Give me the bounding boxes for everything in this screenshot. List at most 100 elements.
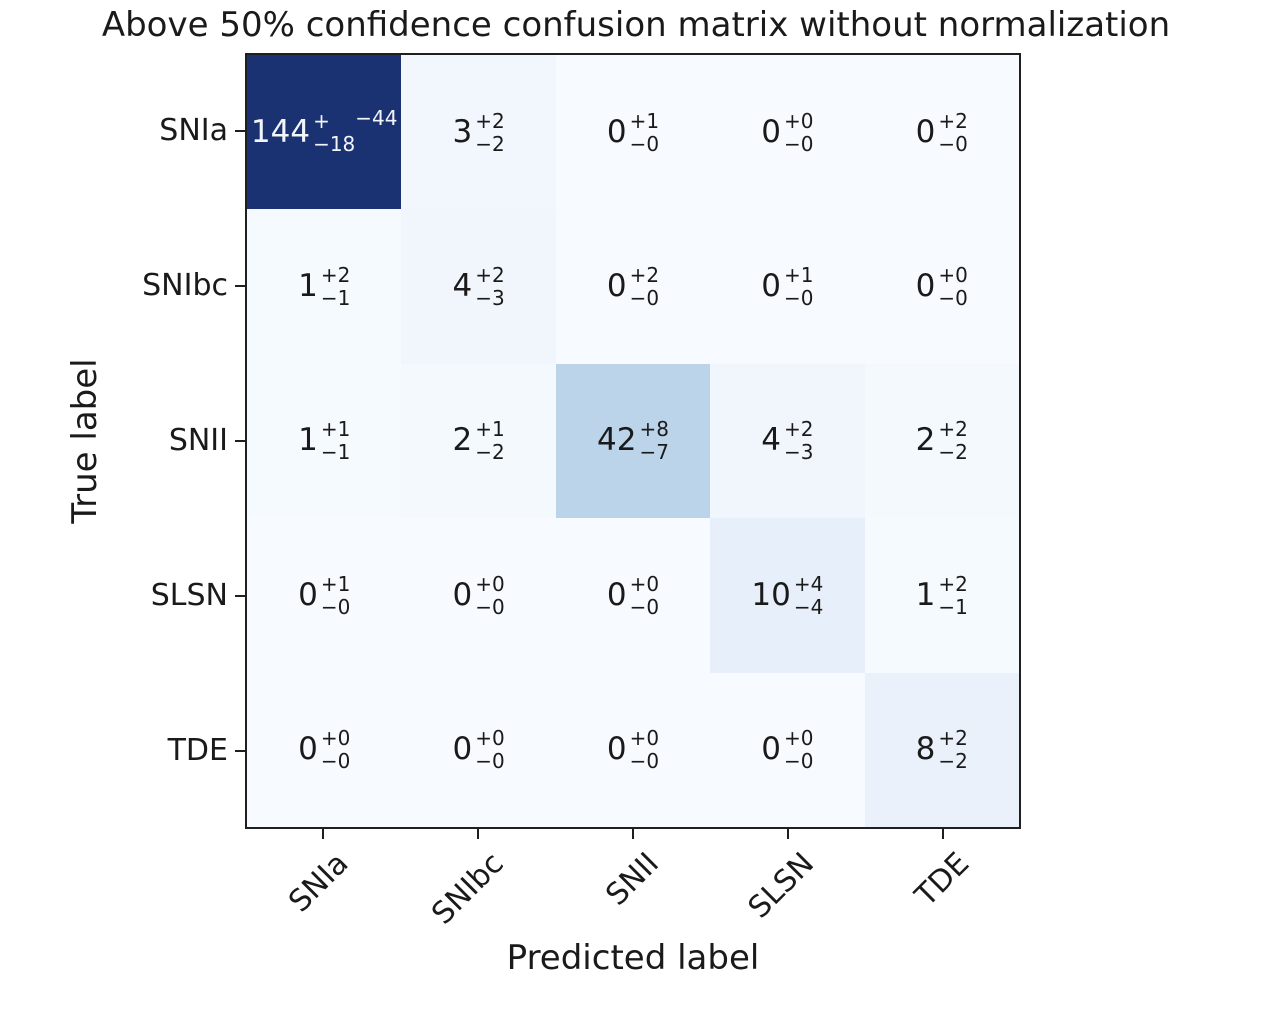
cell-content: 0 +1 −0 bbox=[298, 574, 350, 617]
cell-plus-error: +2 bbox=[938, 726, 968, 751]
cell-uncertainty: +0 −0 bbox=[784, 111, 813, 154]
chart-title: Above 50% confidence confusion matrix wi… bbox=[101, 5, 1171, 45]
cell-content: 0 +0 −0 bbox=[761, 728, 813, 771]
cell-minus-error: −3 bbox=[784, 440, 814, 465]
cell-plus-error: +0 bbox=[475, 571, 505, 596]
heatmap-plot: 144 + −18 −44 3 +2 −2 0 +1 −0 0 +0 −0 0 +2 −0 1 +2 −1 4 +2 −3… bbox=[245, 53, 1021, 829]
cell-value: 144 bbox=[250, 113, 311, 150]
cell-TDE-SLSN: 0 +0 −0 bbox=[710, 672, 865, 827]
cell-SNIa-SNIbc: 3 +2 −2 bbox=[401, 55, 556, 210]
y-tick-label-SNII: SNII bbox=[168, 423, 228, 458]
cell-uncertainty: +1 −2 bbox=[475, 419, 504, 462]
cell-plus-error: +1 bbox=[784, 263, 814, 288]
cell-value: 0 bbox=[452, 576, 473, 613]
cell-SNIbc-SLSN: 0 +1 −0 bbox=[710, 209, 865, 364]
cell-uncertainty: +2 −1 bbox=[321, 265, 350, 308]
cell-uncertainty: +4 −4 bbox=[794, 574, 823, 617]
x-tick-label-wrap: TDE bbox=[701, 846, 976, 913]
cell-SNIa-SNII: 0 +1 −0 bbox=[555, 55, 711, 210]
cell-uncertainty: +2 −3 bbox=[475, 265, 504, 308]
cell-value: 0 bbox=[915, 268, 936, 305]
cell-value: 0 bbox=[761, 268, 782, 305]
cell-uncertainty: +0 −0 bbox=[475, 574, 504, 617]
y-tick-label-SNIa: SNIa bbox=[159, 112, 228, 148]
cell-minus-error: −4 bbox=[793, 594, 824, 619]
cell-value: 2 bbox=[452, 422, 473, 459]
y-tick-mark bbox=[235, 750, 245, 753]
y-tick-mark bbox=[235, 440, 245, 442]
cell-plus-error: +1 bbox=[629, 108, 660, 133]
x-tick-mark bbox=[632, 829, 634, 839]
cell-uncertainty: +0 −0 bbox=[938, 265, 967, 308]
cell-SLSN-TDE: 1 +2 −1 bbox=[864, 518, 1019, 673]
cell-content: 0 +0 −0 bbox=[298, 728, 350, 771]
x-tick-mark bbox=[321, 829, 324, 839]
cell-content: 0 +0 −0 bbox=[916, 265, 968, 308]
cell-uncertainty: +8 −7 bbox=[639, 419, 668, 462]
cell-SNIbc-SNII: 0 +2 −0 bbox=[555, 209, 711, 364]
cell-uncertainty: +0 −0 bbox=[475, 728, 504, 771]
cell-value: 4 bbox=[452, 268, 473, 305]
cell-plus-error: +2 bbox=[320, 263, 351, 288]
cell-SNIbc-SNIbc: 4 +2 −3 bbox=[401, 209, 556, 364]
cell-minus-error: −1 bbox=[320, 440, 351, 465]
cell-minus-error: −0 bbox=[629, 749, 660, 774]
cell-minus-error: −2 bbox=[938, 749, 968, 774]
cell-TDE-SNIa: 0 +0 −0 bbox=[247, 672, 402, 827]
cell-minus-error: −0 bbox=[629, 594, 660, 619]
cell-content: 0 +2 −0 bbox=[607, 265, 659, 308]
cell-content: 0 +2 −0 bbox=[916, 111, 968, 154]
cell-plus-error: +2 bbox=[629, 263, 660, 288]
cell-value: 0 bbox=[761, 113, 782, 150]
cell-content: 0 +0 −0 bbox=[607, 574, 659, 617]
cell-content: 4 +2 −3 bbox=[761, 419, 813, 462]
cell-minus-error: −18 bbox=[313, 131, 356, 156]
cell-value: 0 bbox=[606, 113, 627, 150]
cell-uncertainty: +2 −3 bbox=[784, 419, 813, 462]
cell-uncertainty: +2 −2 bbox=[938, 419, 967, 462]
cell-uncertainty: +2 −2 bbox=[938, 728, 967, 771]
cell-content: 3 +2 −2 bbox=[452, 111, 504, 154]
cell-minus-error: −2 bbox=[475, 131, 505, 156]
cell-content: 0 +0 −0 bbox=[607, 728, 659, 771]
cell-content: 0 +1 −0 bbox=[761, 265, 813, 308]
cell-plus-error: +0 bbox=[475, 726, 505, 751]
cell-minus-error: −1 bbox=[320, 286, 351, 311]
cell-value: 0 bbox=[298, 576, 318, 613]
cell-SLSN-SNII: 0 +0 −0 bbox=[555, 518, 711, 673]
cell-value: 1 bbox=[298, 422, 318, 459]
cell-value: 0 bbox=[452, 731, 473, 768]
cell-content: 2 +1 −2 bbox=[452, 419, 504, 462]
y-tick-mark bbox=[235, 284, 245, 287]
cell-content: 10 +4 −4 bbox=[751, 574, 823, 617]
cell-plus-error: +2 bbox=[784, 417, 814, 442]
cell-SLSN-SNIa: 0 +1 −0 bbox=[247, 518, 402, 673]
cell-SNIa-SNIa: 144 + −18 −44 bbox=[247, 55, 402, 210]
cell-minus-error: −0 bbox=[320, 594, 351, 619]
cell-plus-error: +8 bbox=[639, 417, 669, 442]
cell-uncertainty: +1 −0 bbox=[321, 574, 350, 617]
cell-plus-error: +0 bbox=[784, 108, 814, 133]
cell-SNIbc-TDE: 0 +0 −0 bbox=[864, 209, 1019, 364]
cell-minus-error: −0 bbox=[320, 749, 351, 774]
cell-value: 0 bbox=[761, 731, 782, 768]
cell-content: 0 +1 −0 bbox=[607, 111, 659, 154]
cell-SLSN-SNIbc: 0 +0 −0 bbox=[401, 518, 556, 673]
x-tick-mark bbox=[787, 829, 790, 839]
cell-plus-error: +1 bbox=[320, 417, 351, 442]
cell-content: 0 +0 −0 bbox=[761, 111, 813, 154]
cell-SNII-SNIa: 1 +1 −1 bbox=[247, 363, 402, 519]
cell-SLSN-SLSN: 10 +4 −4 bbox=[710, 518, 865, 673]
cell-uncertainty: +0 −0 bbox=[321, 728, 350, 771]
cell-minus-error: −2 bbox=[938, 440, 968, 465]
cell-plus-error: +2 bbox=[475, 263, 505, 288]
cell-uncertainty: +1 −1 bbox=[321, 419, 350, 462]
cell-value: 0 bbox=[606, 576, 627, 613]
cell-value: 8 bbox=[915, 731, 936, 768]
cell-uncertainty: +2 −0 bbox=[938, 111, 967, 154]
cell-uncertainty: +2 −2 bbox=[475, 111, 504, 154]
cell-minus-error: −0 bbox=[629, 286, 660, 311]
cell-value: 4 bbox=[761, 422, 782, 459]
cell-value: 1 bbox=[915, 576, 936, 613]
